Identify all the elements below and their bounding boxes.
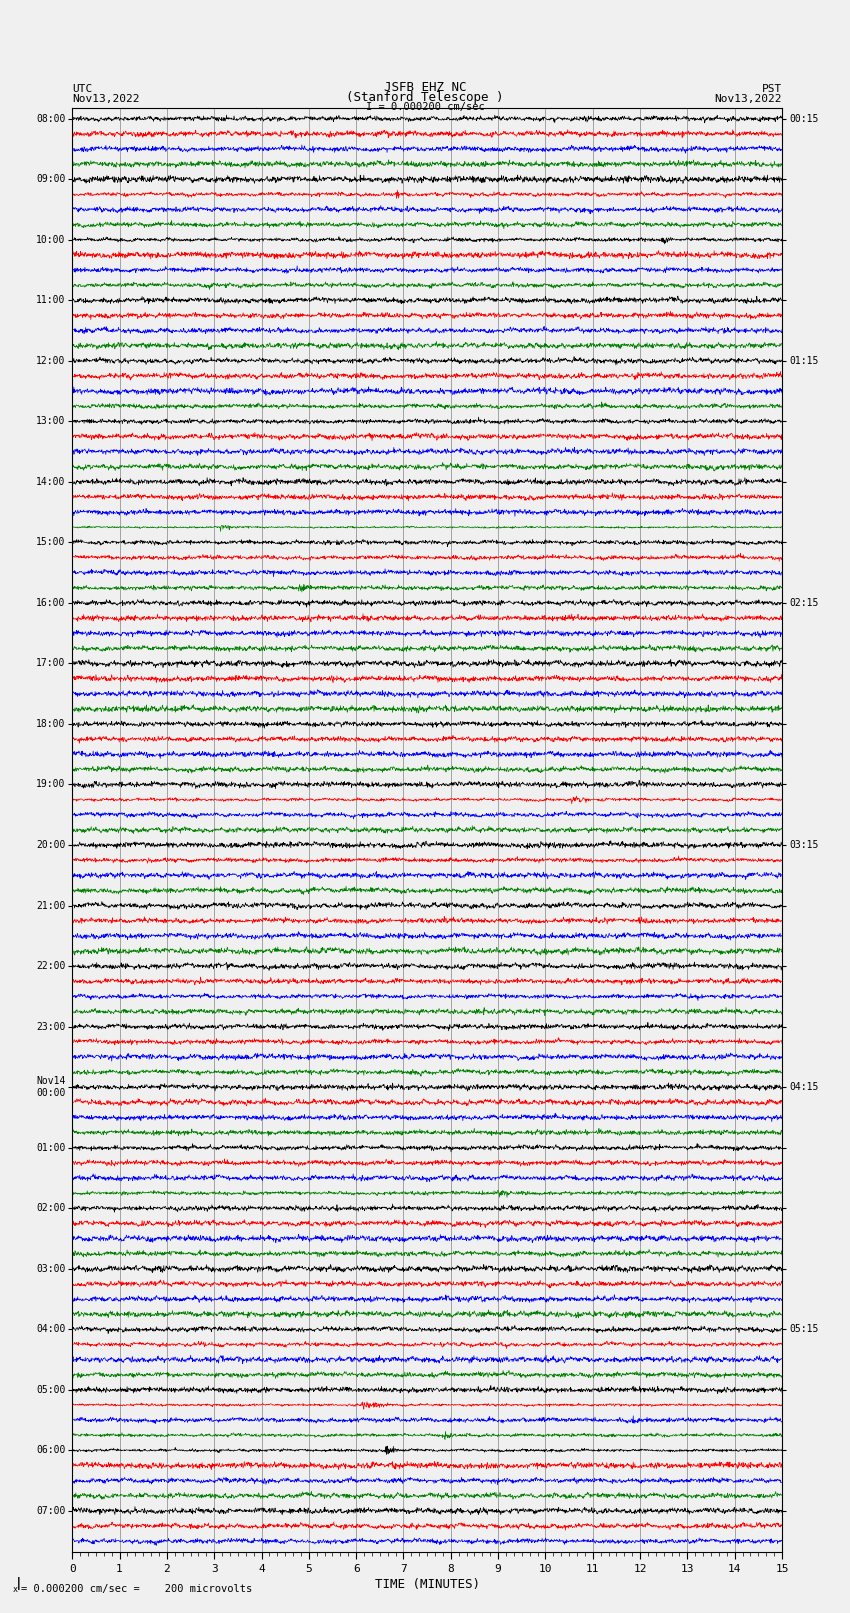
Text: JSFB EHZ NC: JSFB EHZ NC xyxy=(383,81,467,94)
Text: x: x xyxy=(13,1584,18,1594)
Text: UTC: UTC xyxy=(72,84,93,94)
Text: (Stanford Telescope ): (Stanford Telescope ) xyxy=(346,90,504,105)
Text: |: | xyxy=(15,1578,23,1590)
Text: Nov13,2022: Nov13,2022 xyxy=(72,94,139,105)
Text: = 0.000200 cm/sec =    200 microvolts: = 0.000200 cm/sec = 200 microvolts xyxy=(21,1584,252,1594)
Text: I = 0.000200 cm/sec: I = 0.000200 cm/sec xyxy=(366,102,484,113)
Text: Nov13,2022: Nov13,2022 xyxy=(715,94,782,105)
Text: PST: PST xyxy=(762,84,782,94)
X-axis label: TIME (MINUTES): TIME (MINUTES) xyxy=(375,1578,479,1590)
